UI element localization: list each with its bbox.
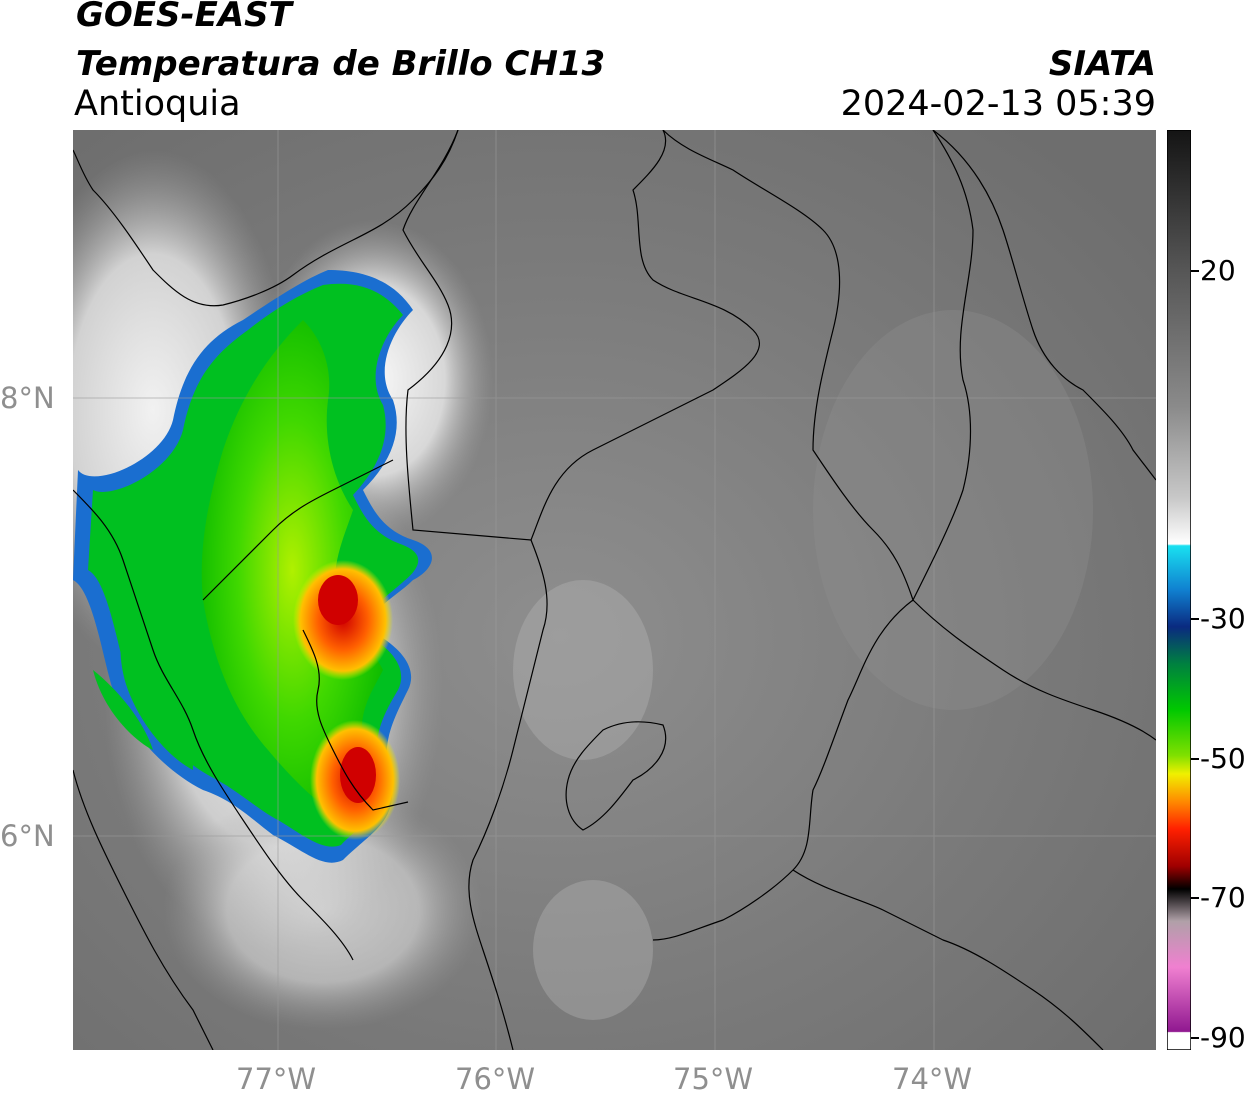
lon-label-75w: 75°W — [673, 1062, 754, 1096]
colorbar-label-minus70: -70 — [1200, 881, 1246, 914]
datetime-label: 2024-02-13 05:39 — [840, 84, 1156, 124]
lon-label-76w: 76°W — [455, 1062, 536, 1096]
region-label: Antioquia — [74, 84, 241, 124]
colorbar-label-minus50: -50 — [1200, 742, 1246, 775]
lon-label-74w: 74°W — [892, 1062, 973, 1096]
colorbar-tick — [1191, 758, 1199, 760]
colorbar-tick — [1191, 897, 1199, 899]
colorbar-label-20: 20 — [1200, 254, 1236, 287]
lat-label-8n: 8°N — [0, 381, 55, 415]
colorbar-tick — [1191, 270, 1199, 272]
colorbar — [1167, 130, 1191, 1050]
satellite-map — [73, 130, 1156, 1050]
lon-label-77w: 77°W — [236, 1062, 317, 1096]
grid-lines — [73, 130, 1156, 1050]
colorbar-tick — [1191, 1037, 1199, 1039]
lat-label-6n: 6°N — [0, 819, 55, 853]
boundary-lines — [73, 130, 1156, 1050]
colorbar-label-minus30: -30 — [1200, 602, 1246, 635]
colorbar-label-minus90: -90 — [1200, 1021, 1246, 1054]
product-title: Temperatura de Brillo CH13 — [76, 44, 606, 84]
cloud-top-layer — [73, 270, 432, 863]
colorbar-tick — [1191, 618, 1199, 620]
agency-label: SIATA — [1048, 44, 1156, 84]
satellite-title: GOES-EAST — [76, 0, 292, 35]
